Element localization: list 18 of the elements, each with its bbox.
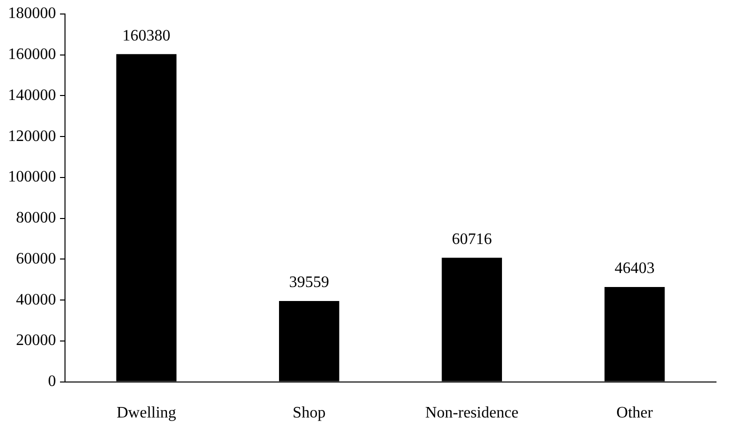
x-tick-label: Non-residence bbox=[425, 404, 519, 422]
y-tick-label: 60000 bbox=[16, 250, 56, 268]
y-tick-label: 20000 bbox=[16, 332, 56, 350]
y-tick-label: 140000 bbox=[8, 86, 56, 104]
y-tick-label: 0 bbox=[48, 373, 56, 390]
y-tick-label: 100000 bbox=[8, 168, 56, 186]
data-label: 160380 bbox=[122, 27, 170, 44]
y-tick-label: 120000 bbox=[8, 128, 56, 145]
x-tick-label: Other bbox=[616, 404, 654, 422]
y-tick-label: 80000 bbox=[16, 210, 56, 227]
y-tick-label: 40000 bbox=[16, 291, 56, 308]
y-tick-label: 160000 bbox=[8, 46, 56, 64]
data-label: 46403 bbox=[614, 260, 655, 278]
data-label: 39559 bbox=[289, 274, 330, 292]
x-tick-label: Shop bbox=[292, 404, 326, 422]
y-tick-label: 180000 bbox=[8, 5, 56, 22]
data-label: 60716 bbox=[452, 230, 492, 248]
x-tick-label: Dwelling bbox=[116, 404, 176, 422]
